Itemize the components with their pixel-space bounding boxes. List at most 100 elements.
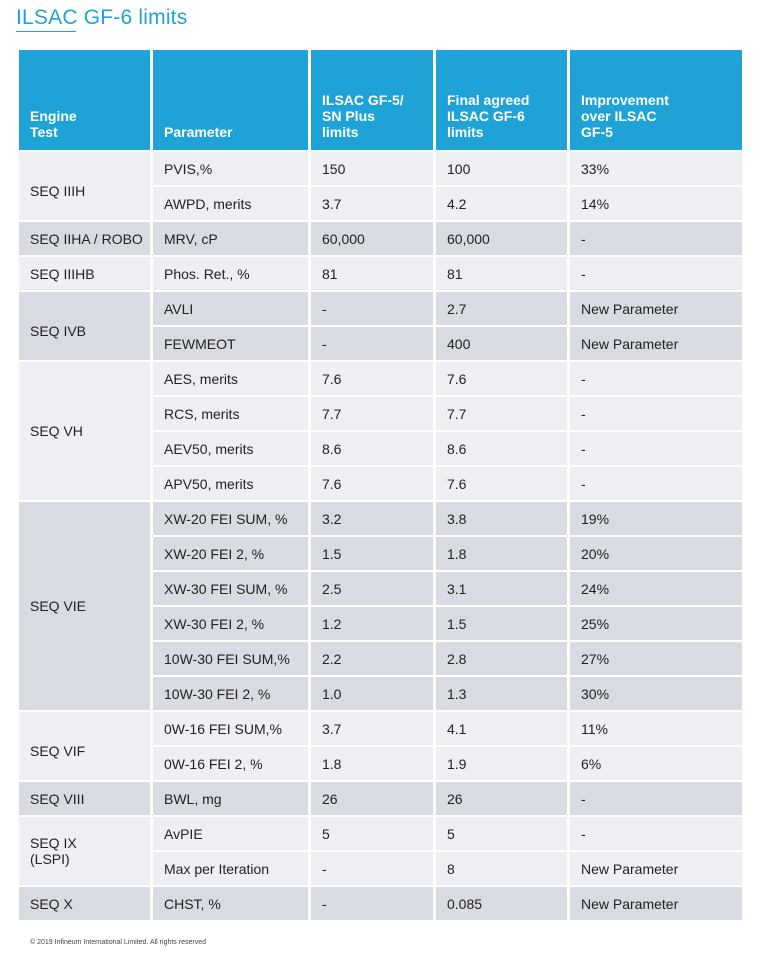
gf6-limits-table: Engine Test Parameter ILSAC GF-5/ SN Plu… xyxy=(19,50,742,922)
parameter-cell: Max per Iteration xyxy=(153,852,311,887)
improvement-cell: 20% xyxy=(570,537,742,572)
gf5-cell: 3.7 xyxy=(311,187,436,222)
gf6-cell: 60,000 xyxy=(436,222,570,257)
engine-test-cell: SEQ IIIHB xyxy=(19,257,153,292)
improvement-cell: - xyxy=(570,782,742,817)
gf6-cell: 7.7 xyxy=(436,397,570,432)
header-parameter: Parameter xyxy=(153,50,311,152)
gf6-cell: 7.6 xyxy=(436,362,570,397)
table-row: SEQ VIII BWL, mg 26 26- xyxy=(19,782,742,817)
parameter-cell: APV50, merits xyxy=(153,467,311,502)
engine-test-label: (LSPI) xyxy=(30,851,70,867)
parameter-cell: CHST, % xyxy=(153,887,311,922)
improvement-cell: 24% xyxy=(570,572,742,607)
gf6-cell: 2.7 xyxy=(436,292,570,327)
gf6-cell: 81 xyxy=(436,257,570,292)
header-line: SN Plus xyxy=(322,108,375,124)
parameter-cell: Phos. Ret., % xyxy=(153,257,311,292)
header-line: Final agreed xyxy=(447,92,530,108)
gf5-cell: 81 xyxy=(311,257,436,292)
improvement-cell: 25% xyxy=(570,607,742,642)
gf5-cell: 1.5 xyxy=(311,537,436,572)
table-row: RCS, merits 7.7 7.7- xyxy=(19,397,742,432)
table-row: SEQ IIHA / ROBO MRV, cP 60,000 60,000- xyxy=(19,222,742,257)
gf6-cell: 5 xyxy=(436,817,570,852)
gf6-cell: 3.1 xyxy=(436,572,570,607)
improvement-cell: - xyxy=(570,362,742,397)
gf6-cell: 7.6 xyxy=(436,467,570,502)
engine-test-cell: SEQ X xyxy=(19,887,153,922)
header-improvement: Improvement over ILSAC GF-5 xyxy=(570,50,742,152)
gf5-cell: 26 xyxy=(311,782,436,817)
gf6-cell: 4.2 xyxy=(436,187,570,222)
gf5-cell: 7.7 xyxy=(311,397,436,432)
gf6-cell: 4.1 xyxy=(436,712,570,747)
gf6-cell: 8.6 xyxy=(436,432,570,467)
gf5-cell: 7.6 xyxy=(311,467,436,502)
engine-test-label: SEQ VIE xyxy=(30,598,87,614)
header-line: Test xyxy=(30,124,58,140)
header-line: Improvement xyxy=(581,92,669,108)
copyright-footer: © 2019 Infineum International Limited. A… xyxy=(30,939,206,946)
gf6-cell: 3.8 xyxy=(436,502,570,537)
gf5-cell: 3.7 xyxy=(311,712,436,747)
engine-test-cell: SEQ IX (LSPI) xyxy=(19,817,153,887)
parameter-cell: AES, merits xyxy=(153,362,311,397)
parameter-cell: FEWMEOT xyxy=(153,327,311,362)
header-gf5-limits: ILSAC GF-5/ SN Plus limits xyxy=(311,50,436,152)
parameter-cell: 0W-16 FEI 2, % xyxy=(153,747,311,782)
header-line: limits xyxy=(447,124,484,140)
improvement-cell: New Parameter xyxy=(570,887,742,922)
table-row: SEQ X CHST, % -0.085 New Parameter xyxy=(19,887,742,922)
parameter-cell: 10W-30 FEI SUM,% xyxy=(153,642,311,677)
engine-test-label: SEQ IIIHB xyxy=(30,265,95,282)
table-body: SEQ IIIH PVIS,% 150 100 33% AWPD, merits 3.7 4.… xyxy=(19,152,742,922)
engine-test-label: SEQ IIHA / ROBO xyxy=(30,230,143,247)
improvement-cell: New Parameter xyxy=(570,327,742,362)
table-row: FEWMEOT -400 New Parameter xyxy=(19,327,742,362)
improvement-cell: - xyxy=(570,222,742,257)
improvement-cell: 6% xyxy=(570,747,742,782)
engine-test-label: SEQ VIII xyxy=(30,790,85,807)
gf5-cell: 1.0 xyxy=(311,677,436,712)
engine-test-label: SEQ IVB xyxy=(30,323,87,339)
parameter-cell: XW-30 FEI SUM, % xyxy=(153,572,311,607)
gf5-cell: 1.8 xyxy=(311,747,436,782)
engine-test-cell: SEQ VIE xyxy=(19,502,153,712)
header-line: ILSAC GF-6 xyxy=(447,108,525,124)
header-engine-test: Engine Test xyxy=(19,50,153,152)
table-row: SEQ VIF 0W-16 FEI SUM,% 3.7 4.1 11% xyxy=(19,712,742,782)
improvement-cell: - xyxy=(570,467,742,502)
table-row: 10W-30 FEI 2, % 1.0 1.3 30% xyxy=(19,677,742,712)
engine-test-cell: SEQ VH xyxy=(19,362,153,502)
parameter-cell: AVLI xyxy=(153,292,311,327)
gf6-cell: 26 xyxy=(436,782,570,817)
header-line: GF-5 xyxy=(581,124,613,140)
parameter-cell: XW-30 FEI 2, % xyxy=(153,607,311,642)
gf5-cell: 1.2 xyxy=(311,607,436,642)
header-line: Parameter xyxy=(164,124,233,140)
engine-test-label: SEQ IIIH xyxy=(30,183,86,199)
gf6-cell: 100 xyxy=(436,152,570,187)
gf5-cell: 8.6 xyxy=(311,432,436,467)
gf5-cell: - xyxy=(311,887,436,922)
gf5-cell: 5 xyxy=(311,817,436,852)
gf6-cell: 400 xyxy=(436,327,570,362)
gf6-cell: 2.8 xyxy=(436,642,570,677)
gf5-cell: 3.2 xyxy=(311,502,436,537)
table-row: 10W-30 FEI SUM,% 2.2 2.8 27% xyxy=(19,642,742,677)
table-row: SEQ IIIH PVIS,% 150 100 33% xyxy=(19,152,742,222)
table-row: 0W-16 FEI 2, % 1.8 1.9 6% xyxy=(19,747,742,782)
engine-test-cell: SEQ IIHA / ROBO xyxy=(19,222,153,257)
engine-test-label: SEQ VH xyxy=(30,423,83,439)
engine-test-label: SEQ IX xyxy=(30,835,77,851)
title-underline xyxy=(16,31,76,32)
header-line: ILSAC GF-5/ xyxy=(322,92,404,108)
improvement-cell: 33% xyxy=(570,152,742,187)
table-row: AEV50, merits 8.6 8.6- xyxy=(19,432,742,467)
table-row: SEQ IIIHB Phos. Ret., % 81 81- xyxy=(19,257,742,292)
gf5-cell: 60,000 xyxy=(311,222,436,257)
table-header-row: Engine Test Parameter ILSAC GF-5/ SN Plu… xyxy=(19,50,742,152)
parameter-cell: AWPD, merits xyxy=(153,187,311,222)
gf6-cell: 1.8 xyxy=(436,537,570,572)
